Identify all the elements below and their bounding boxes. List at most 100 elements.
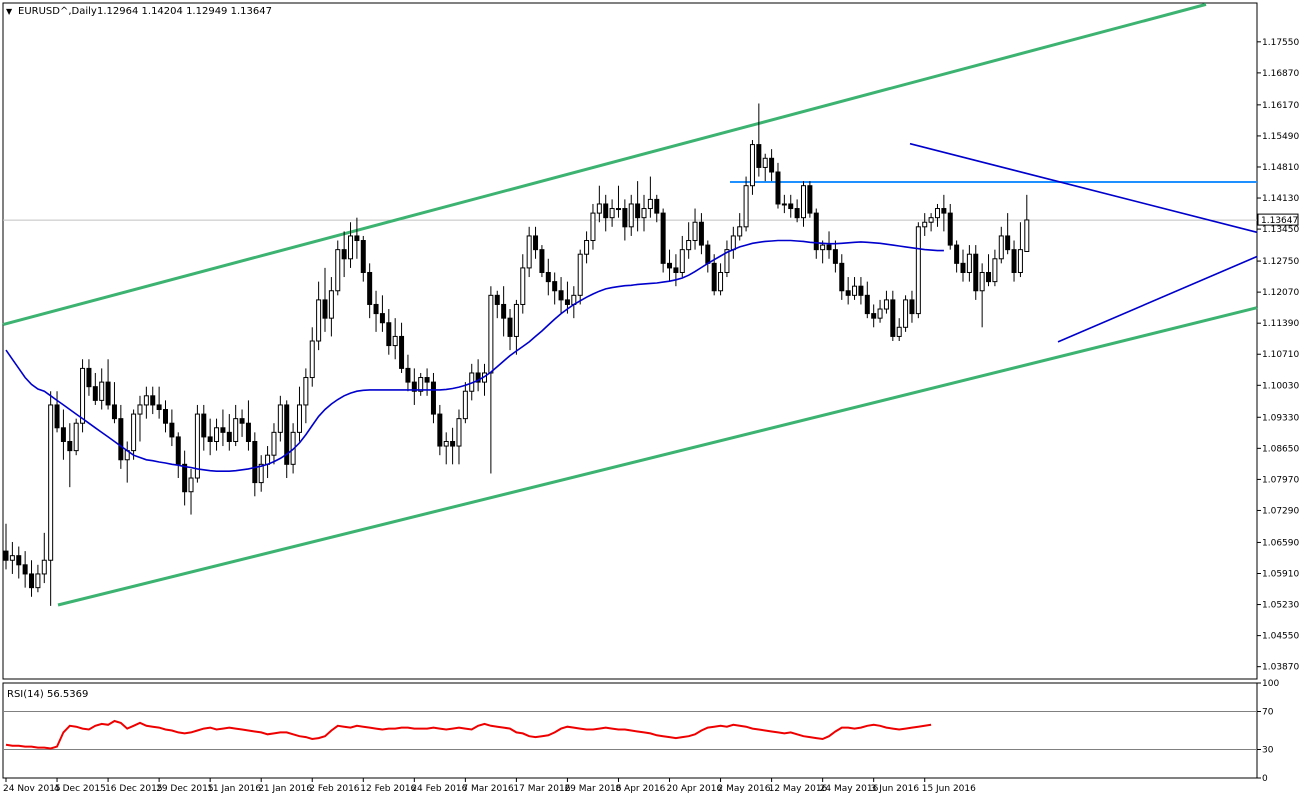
bear-candle-body xyxy=(111,404,117,420)
channel-lower-line xyxy=(57,306,1258,607)
bear-candle-body xyxy=(941,208,947,214)
candle xyxy=(386,309,392,355)
bear-candle-body xyxy=(1005,235,1011,251)
bear-candle-body xyxy=(105,381,111,406)
collapse-marker-icon[interactable]: ▼ xyxy=(6,7,13,16)
candle xyxy=(647,176,653,218)
candle xyxy=(494,290,500,319)
price-tick-label: 1.07290 xyxy=(1262,506,1299,516)
bull-candle-body xyxy=(934,208,940,219)
bull-candle-body xyxy=(48,404,54,561)
bull-candle-body xyxy=(647,198,653,210)
price-tick-label: 1.14130 xyxy=(1262,194,1299,204)
bear-candle-body xyxy=(16,555,22,566)
candle xyxy=(1011,240,1017,282)
candle xyxy=(418,372,424,396)
candle xyxy=(513,299,519,355)
candle xyxy=(303,368,309,424)
bear-candle-body xyxy=(207,436,213,442)
channel-upper-line xyxy=(2,2,1207,327)
bear-candle-body xyxy=(22,564,28,575)
bear-candle-body xyxy=(603,203,609,219)
candle xyxy=(258,455,264,492)
candle xyxy=(143,386,149,419)
date-tick-label: 24 Nov 2015 xyxy=(3,784,61,794)
candle xyxy=(175,432,181,479)
bull-candle-body xyxy=(335,249,341,292)
rsi-tick-label: 70 xyxy=(1262,708,1274,718)
candle xyxy=(852,277,858,300)
candle xyxy=(698,213,704,255)
date-tick-label: 12 Feb 2016 xyxy=(360,784,416,794)
bull-candle-body xyxy=(309,340,315,379)
bull-candle-body xyxy=(296,404,302,433)
candle xyxy=(539,245,545,278)
price-axis: 1.17550 1.16870 1.16170 1.15490 1.14810 1.141… xyxy=(1257,38,1299,673)
bull-candle-body xyxy=(418,377,424,392)
bear-candle-body xyxy=(545,271,551,283)
candle xyxy=(788,194,794,218)
bear-candle-body xyxy=(769,157,775,173)
price-tick-label: 1.05910 xyxy=(1262,569,1299,579)
price-tick-label: 1.11390 xyxy=(1262,319,1299,329)
rsi-line xyxy=(5,719,932,750)
candle xyxy=(826,231,832,259)
bear-candle-body xyxy=(533,235,539,251)
bull-candle-body xyxy=(762,157,768,168)
bear-candle-body xyxy=(284,404,290,465)
bear-candle-body xyxy=(558,290,564,301)
bear-candle-body xyxy=(226,431,232,442)
candle xyxy=(960,249,966,282)
candle xyxy=(137,395,143,442)
date-tick-label: 7 Mar 2016 xyxy=(462,784,514,794)
bear-candle-body xyxy=(858,285,864,296)
candle xyxy=(781,194,787,214)
chart-header: ▼ EURUSD^,Daily 1.12964 1.14204 1.12949 … xyxy=(6,6,272,17)
candle xyxy=(686,222,692,259)
bull-candle-body xyxy=(214,427,220,442)
candle xyxy=(928,213,934,232)
candle xyxy=(839,254,845,300)
candle xyxy=(737,213,743,241)
bull-candle-body xyxy=(749,144,755,187)
bull-candle-body xyxy=(590,212,596,242)
candle xyxy=(201,404,207,451)
bear-candle-body xyxy=(360,240,366,273)
candle xyxy=(73,418,79,456)
date-tick-label: 4 Dec 2015 xyxy=(54,784,106,794)
trend-lines xyxy=(2,2,1258,607)
bear-candle-body xyxy=(756,144,762,168)
candle xyxy=(622,199,628,241)
candle xyxy=(775,162,781,209)
date-tick-label: 2 Feb 2016 xyxy=(309,784,360,794)
candle xyxy=(443,432,449,465)
bull-candle-body xyxy=(392,335,398,347)
bull-candle-body xyxy=(194,413,200,479)
candle xyxy=(405,354,411,392)
price-tick-label: 1.05230 xyxy=(1262,601,1299,611)
candle xyxy=(80,359,86,433)
candle xyxy=(316,281,322,351)
candle xyxy=(86,359,92,396)
bull-candle-body xyxy=(131,413,137,452)
candle xyxy=(1005,213,1011,255)
bull-candle-body xyxy=(992,258,998,283)
bear-candle-body xyxy=(150,395,156,406)
candle xyxy=(654,194,660,223)
bear-candle-body xyxy=(507,317,513,337)
bull-candle-body xyxy=(615,208,621,211)
bull-candle-body xyxy=(35,573,41,589)
candle xyxy=(998,226,1004,264)
bear-candle-body xyxy=(501,303,507,319)
bull-candle-body xyxy=(577,253,583,296)
candle xyxy=(118,404,124,469)
bull-candle-body xyxy=(9,555,15,561)
price-tick-label: 1.16170 xyxy=(1262,101,1299,111)
candle xyxy=(526,226,532,278)
candle xyxy=(864,281,870,319)
candle xyxy=(131,409,137,460)
candle xyxy=(92,372,98,405)
bear-candle-body xyxy=(86,367,92,388)
bull-candle-body xyxy=(520,267,526,305)
bear-candle-body xyxy=(341,249,347,260)
